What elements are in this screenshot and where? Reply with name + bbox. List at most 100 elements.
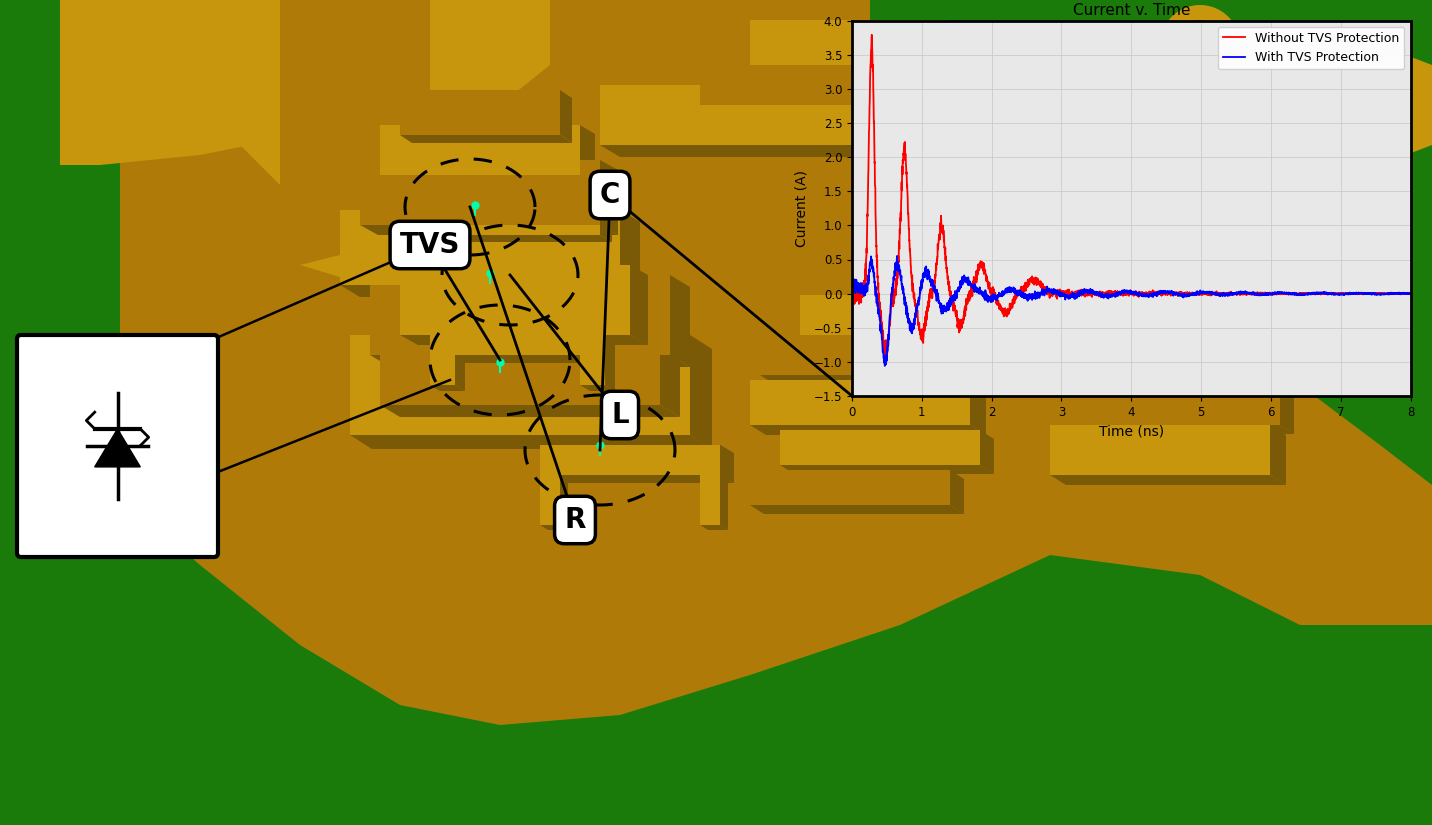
Bar <box>949 85 1070 135</box>
Bar <box>919 130 1060 175</box>
Text: C: C <box>600 181 620 209</box>
Polygon shape <box>379 175 596 184</box>
Line: Without TVS Protection: Without TVS Protection <box>852 35 1411 357</box>
Bar <box>430 320 590 355</box>
Circle shape <box>1015 40 1085 110</box>
Polygon shape <box>400 135 571 143</box>
Polygon shape <box>560 90 571 143</box>
Line: With TVS Protection: With TVS Protection <box>852 256 1411 365</box>
Polygon shape <box>480 305 642 312</box>
Polygon shape <box>720 445 735 483</box>
Polygon shape <box>400 335 649 345</box>
With TVS Protection <box>1058 291 1075 301</box>
With TVS Protection <box>1332 290 1349 299</box>
Polygon shape <box>949 470 964 514</box>
Polygon shape <box>455 315 465 391</box>
Bar <box>800 295 979 335</box>
Polygon shape <box>800 335 994 344</box>
Bar <box>379 125 580 175</box>
Bar <box>750 380 969 425</box>
With TVS Protection <box>888 251 905 261</box>
Polygon shape <box>630 270 642 312</box>
FancyBboxPatch shape <box>17 335 218 557</box>
Polygon shape <box>750 505 964 514</box>
Without TVS Protection <box>843 286 861 296</box>
Polygon shape <box>700 105 968 115</box>
Polygon shape <box>949 55 968 115</box>
Bar <box>1300 290 1400 335</box>
Polygon shape <box>720 445 727 530</box>
Polygon shape <box>979 95 1090 102</box>
Polygon shape <box>780 465 994 474</box>
Polygon shape <box>1050 475 1286 485</box>
Circle shape <box>1295 240 1405 350</box>
Circle shape <box>1160 5 1240 85</box>
Polygon shape <box>580 385 614 391</box>
Title: Current v. Time: Current v. Time <box>1073 3 1190 18</box>
Bar <box>540 445 720 475</box>
Without TVS Protection <box>1402 289 1419 299</box>
Bar <box>760 335 959 375</box>
Y-axis label: Current (A): Current (A) <box>795 170 808 247</box>
Polygon shape <box>600 215 616 284</box>
Polygon shape <box>979 430 994 474</box>
Bar <box>369 275 670 355</box>
With TVS Protection <box>941 301 958 311</box>
Polygon shape <box>540 475 735 483</box>
Text: L: L <box>611 401 629 429</box>
Polygon shape <box>899 225 1095 235</box>
Polygon shape <box>390 275 616 284</box>
Bar <box>1080 380 1280 425</box>
Text: TVS: TVS <box>400 231 460 259</box>
Polygon shape <box>979 295 994 344</box>
Bar <box>400 90 560 135</box>
Polygon shape <box>1080 45 1090 102</box>
Bar <box>750 20 949 65</box>
With TVS Protection <box>908 310 925 320</box>
Polygon shape <box>604 315 614 391</box>
Bar <box>1100 340 1280 385</box>
Bar <box>700 55 949 105</box>
Polygon shape <box>600 145 919 157</box>
Without TVS Protection <box>863 30 881 40</box>
Polygon shape <box>690 335 712 449</box>
Polygon shape <box>1080 170 1095 235</box>
Polygon shape <box>460 235 611 242</box>
Polygon shape <box>1280 340 1295 394</box>
Without TVS Protection <box>1332 288 1349 298</box>
Polygon shape <box>600 200 611 242</box>
Bar <box>460 200 600 235</box>
Polygon shape <box>750 65 965 74</box>
Polygon shape <box>1100 385 1295 394</box>
Bar <box>1050 425 1270 475</box>
Polygon shape <box>100 0 550 135</box>
Polygon shape <box>919 175 1074 184</box>
Polygon shape <box>1201 39 1411 153</box>
Without TVS Protection <box>1392 289 1409 299</box>
Circle shape <box>1315 260 1385 330</box>
With TVS Protection <box>1083 285 1100 295</box>
Bar <box>359 160 600 225</box>
Bar <box>580 315 604 385</box>
Polygon shape <box>1400 290 1412 343</box>
Polygon shape <box>590 320 604 363</box>
Polygon shape <box>540 525 569 530</box>
Bar <box>750 470 949 505</box>
Polygon shape <box>1070 85 1083 143</box>
With TVS Protection <box>1402 289 1419 299</box>
Bar <box>339 210 620 285</box>
Polygon shape <box>95 429 140 467</box>
Polygon shape <box>1180 25 1432 165</box>
Text: R: R <box>564 506 586 534</box>
Polygon shape <box>1060 130 1074 184</box>
Bar <box>899 170 1080 225</box>
Polygon shape <box>120 0 1432 725</box>
Polygon shape <box>600 160 619 235</box>
Without TVS Protection <box>908 304 925 314</box>
Legend: Without TVS Protection, With TVS Protection: Without TVS Protection, With TVS Protect… <box>1217 27 1405 69</box>
Polygon shape <box>339 285 640 297</box>
Circle shape <box>1176 20 1224 70</box>
Polygon shape <box>100 0 430 280</box>
Polygon shape <box>349 435 712 449</box>
Polygon shape <box>430 385 465 391</box>
